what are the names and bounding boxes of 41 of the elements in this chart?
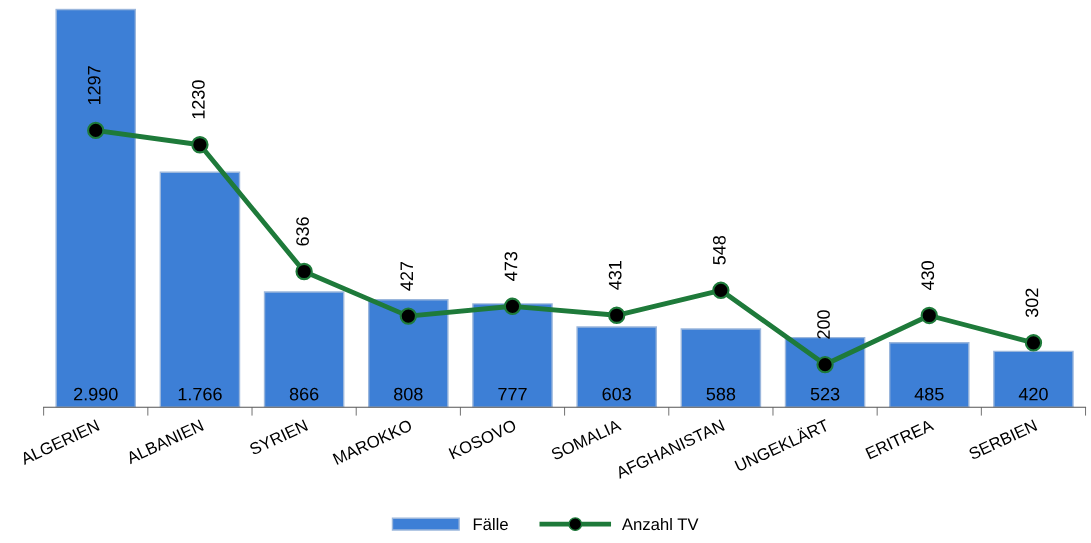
bar [680,328,762,408]
data-label: 866 [289,387,319,401]
data-label: 808 [394,387,423,401]
data-label: 427 [400,261,413,291]
data-label: 603 [602,387,631,401]
data-label: 302 [1025,288,1039,318]
point [399,307,417,325]
data-label: 777 [498,387,527,401]
data-label: 2.990 [74,387,118,401]
bar [55,8,137,408]
bar [993,350,1074,408]
bar [472,303,553,408]
point [608,306,626,324]
bar [368,299,449,408]
data-label: 485 [914,387,944,401]
point [295,262,313,281]
data-label: 200 [817,310,830,339]
bar [159,171,241,408]
data-label: 548 [712,235,726,265]
data-label: 523 [810,387,840,401]
data-label: 1.766 [178,387,222,401]
point [816,355,834,374]
legend-label: Fälle [473,517,508,531]
point [1024,334,1043,352]
point [191,136,209,154]
point [87,121,105,140]
bar [263,291,345,408]
data-label: 636 [296,217,309,246]
data-label: 420 [1018,387,1048,401]
data-label: 1297 [87,66,101,105]
data-label: 430 [921,261,935,291]
data-label: 1230 [191,80,205,119]
point [712,281,730,299]
bar [576,326,657,408]
legend-label: Anzahl TV [621,517,699,531]
data-label: 588 [706,387,736,401]
point [503,297,522,315]
data-label: 473 [504,251,518,281]
bar [888,342,970,408]
point [920,306,938,325]
data-label: 431 [608,261,622,290]
